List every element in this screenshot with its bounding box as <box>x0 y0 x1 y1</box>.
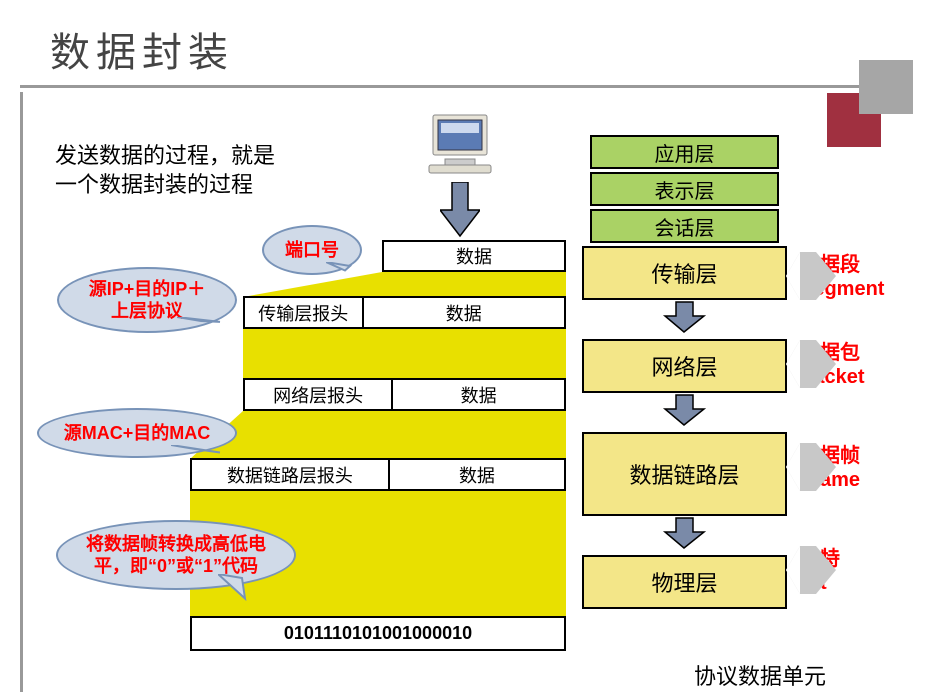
lower-layer-2: 数据链路层 <box>582 432 787 516</box>
encap-cell-3-1: 数据 <box>390 460 564 489</box>
upper-layer-2: 会话层 <box>590 209 779 243</box>
arrow-computer-down <box>440 182 480 243</box>
hex-arrow-3 <box>787 547 837 593</box>
encap-row-2: 网络层报头数据 <box>243 378 566 411</box>
computer-icon <box>425 113 495 180</box>
encap-cell-1-1: 数据 <box>364 298 564 327</box>
hex-arrow-2 <box>787 444 837 490</box>
encap-cell-2-1: 数据 <box>393 380 564 409</box>
encap-row-3: 数据链路层报头数据 <box>190 458 566 491</box>
upper-layer-0: 应用层 <box>590 135 779 169</box>
encap-cell-1-0: 传输层报头 <box>245 298 364 327</box>
encap-cell-2-0: 网络层报头 <box>245 380 393 409</box>
encap-row-1: 传输层报头数据 <box>243 296 566 329</box>
encap-cell-0-0: 数据 <box>384 242 564 270</box>
layer-stack: 应用层表示层会话层 传输层网络层数据链路层物理层 <box>582 135 787 609</box>
stack-arrow-0 <box>582 300 787 339</box>
intro-line-1: 发送数据的过程，就是 <box>55 142 275 171</box>
stack-arrow-1 <box>582 393 787 432</box>
encap-cell-4-0: 0101110101001000010 <box>192 618 564 649</box>
lower-layer-0: 传输层 <box>582 246 787 300</box>
lower-layer-1: 网络层 <box>582 339 787 393</box>
hex-arrow-1 <box>787 341 837 387</box>
title-bar: 数据封装 <box>20 8 913 88</box>
stack-arrow-2 <box>582 516 787 555</box>
page-title: 数据封装 <box>20 8 913 78</box>
upper-layer-1: 表示层 <box>590 172 779 206</box>
deco-box-gray <box>859 60 913 114</box>
intro-text: 发送数据的过程，就是 一个数据封装的过程 <box>55 142 275 199</box>
pdu-footer-label: 协议数据单元 <box>694 659 826 691</box>
left-rule <box>20 92 23 692</box>
lower-layer-3: 物理层 <box>582 555 787 609</box>
encap-row-0: 数据 <box>382 240 566 272</box>
hex-arrow-0 <box>787 253 837 299</box>
intro-line-2: 一个数据封装的过程 <box>55 171 275 200</box>
